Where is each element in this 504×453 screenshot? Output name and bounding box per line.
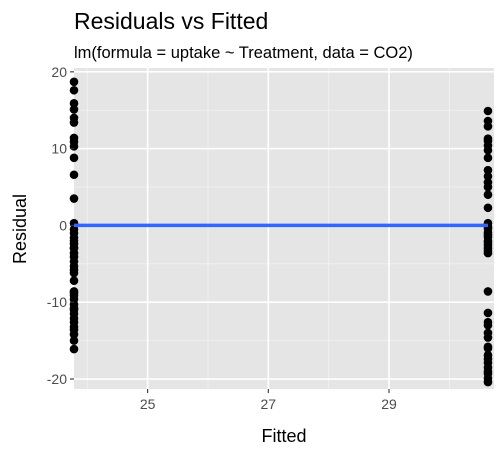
x-tick-label: 25 <box>140 396 156 412</box>
residual-point <box>69 77 79 87</box>
residual-point <box>69 239 79 249</box>
y-tick-label: -20 <box>47 371 67 387</box>
residual-point <box>483 171 493 181</box>
residual-points <box>69 77 493 387</box>
residual-point <box>69 305 79 315</box>
x-tick-label: 29 <box>381 396 397 412</box>
residual-point <box>483 377 493 387</box>
residual-point <box>483 136 493 146</box>
residual-point <box>69 287 79 296</box>
x-axis-title: Fitted <box>261 426 306 446</box>
residual-point <box>69 105 79 114</box>
residual-point <box>483 238 493 247</box>
residual-point <box>483 342 493 352</box>
residual-point <box>483 287 493 296</box>
residual-point <box>483 122 493 131</box>
x-tick-label: 27 <box>261 396 277 412</box>
residual-point <box>69 336 79 345</box>
residual-point <box>69 268 79 278</box>
residual-point <box>69 257 79 266</box>
chart-subtitle: lm(formula = uptake ~ Treatment, data = … <box>74 44 413 62</box>
residual-point <box>483 145 493 155</box>
residual-point <box>483 182 493 192</box>
residual-point <box>69 317 79 327</box>
residual-point <box>483 153 493 163</box>
y-tick-label: 10 <box>51 141 67 157</box>
residual-point <box>483 190 493 200</box>
y-tick-label: -10 <box>47 294 67 310</box>
residual-point <box>69 99 79 108</box>
residual-point <box>69 118 79 127</box>
residual-point <box>69 344 79 354</box>
axis-ticks <box>70 71 390 393</box>
x-tick-labels: 25 27 29 <box>140 396 397 412</box>
residual-point <box>483 165 493 175</box>
residual-point <box>483 320 493 330</box>
residual-point <box>69 170 79 180</box>
y-axis-title: Residual <box>10 194 30 264</box>
minor-gridlines <box>74 68 494 389</box>
y-tick-label: 20 <box>51 64 67 80</box>
plot-panel <box>74 68 494 389</box>
y-tick-label: 0 <box>59 217 67 233</box>
residual-point <box>69 194 79 203</box>
residual-point <box>69 276 79 286</box>
residual-point <box>483 308 493 318</box>
residual-point <box>69 142 79 151</box>
y-tick-labels: -20 -10 0 10 20 <box>47 64 67 387</box>
residual-point <box>483 106 493 116</box>
residual-point <box>483 328 493 338</box>
chart-title: Residuals vs Fitted <box>74 8 268 34</box>
residual-point <box>483 230 493 239</box>
residual-point <box>69 85 79 95</box>
residual-point <box>483 358 493 368</box>
residual-point <box>483 367 493 376</box>
residual-point <box>69 153 79 163</box>
residual-point <box>483 246 493 256</box>
residual-point <box>483 203 493 213</box>
residual-point <box>69 325 79 335</box>
